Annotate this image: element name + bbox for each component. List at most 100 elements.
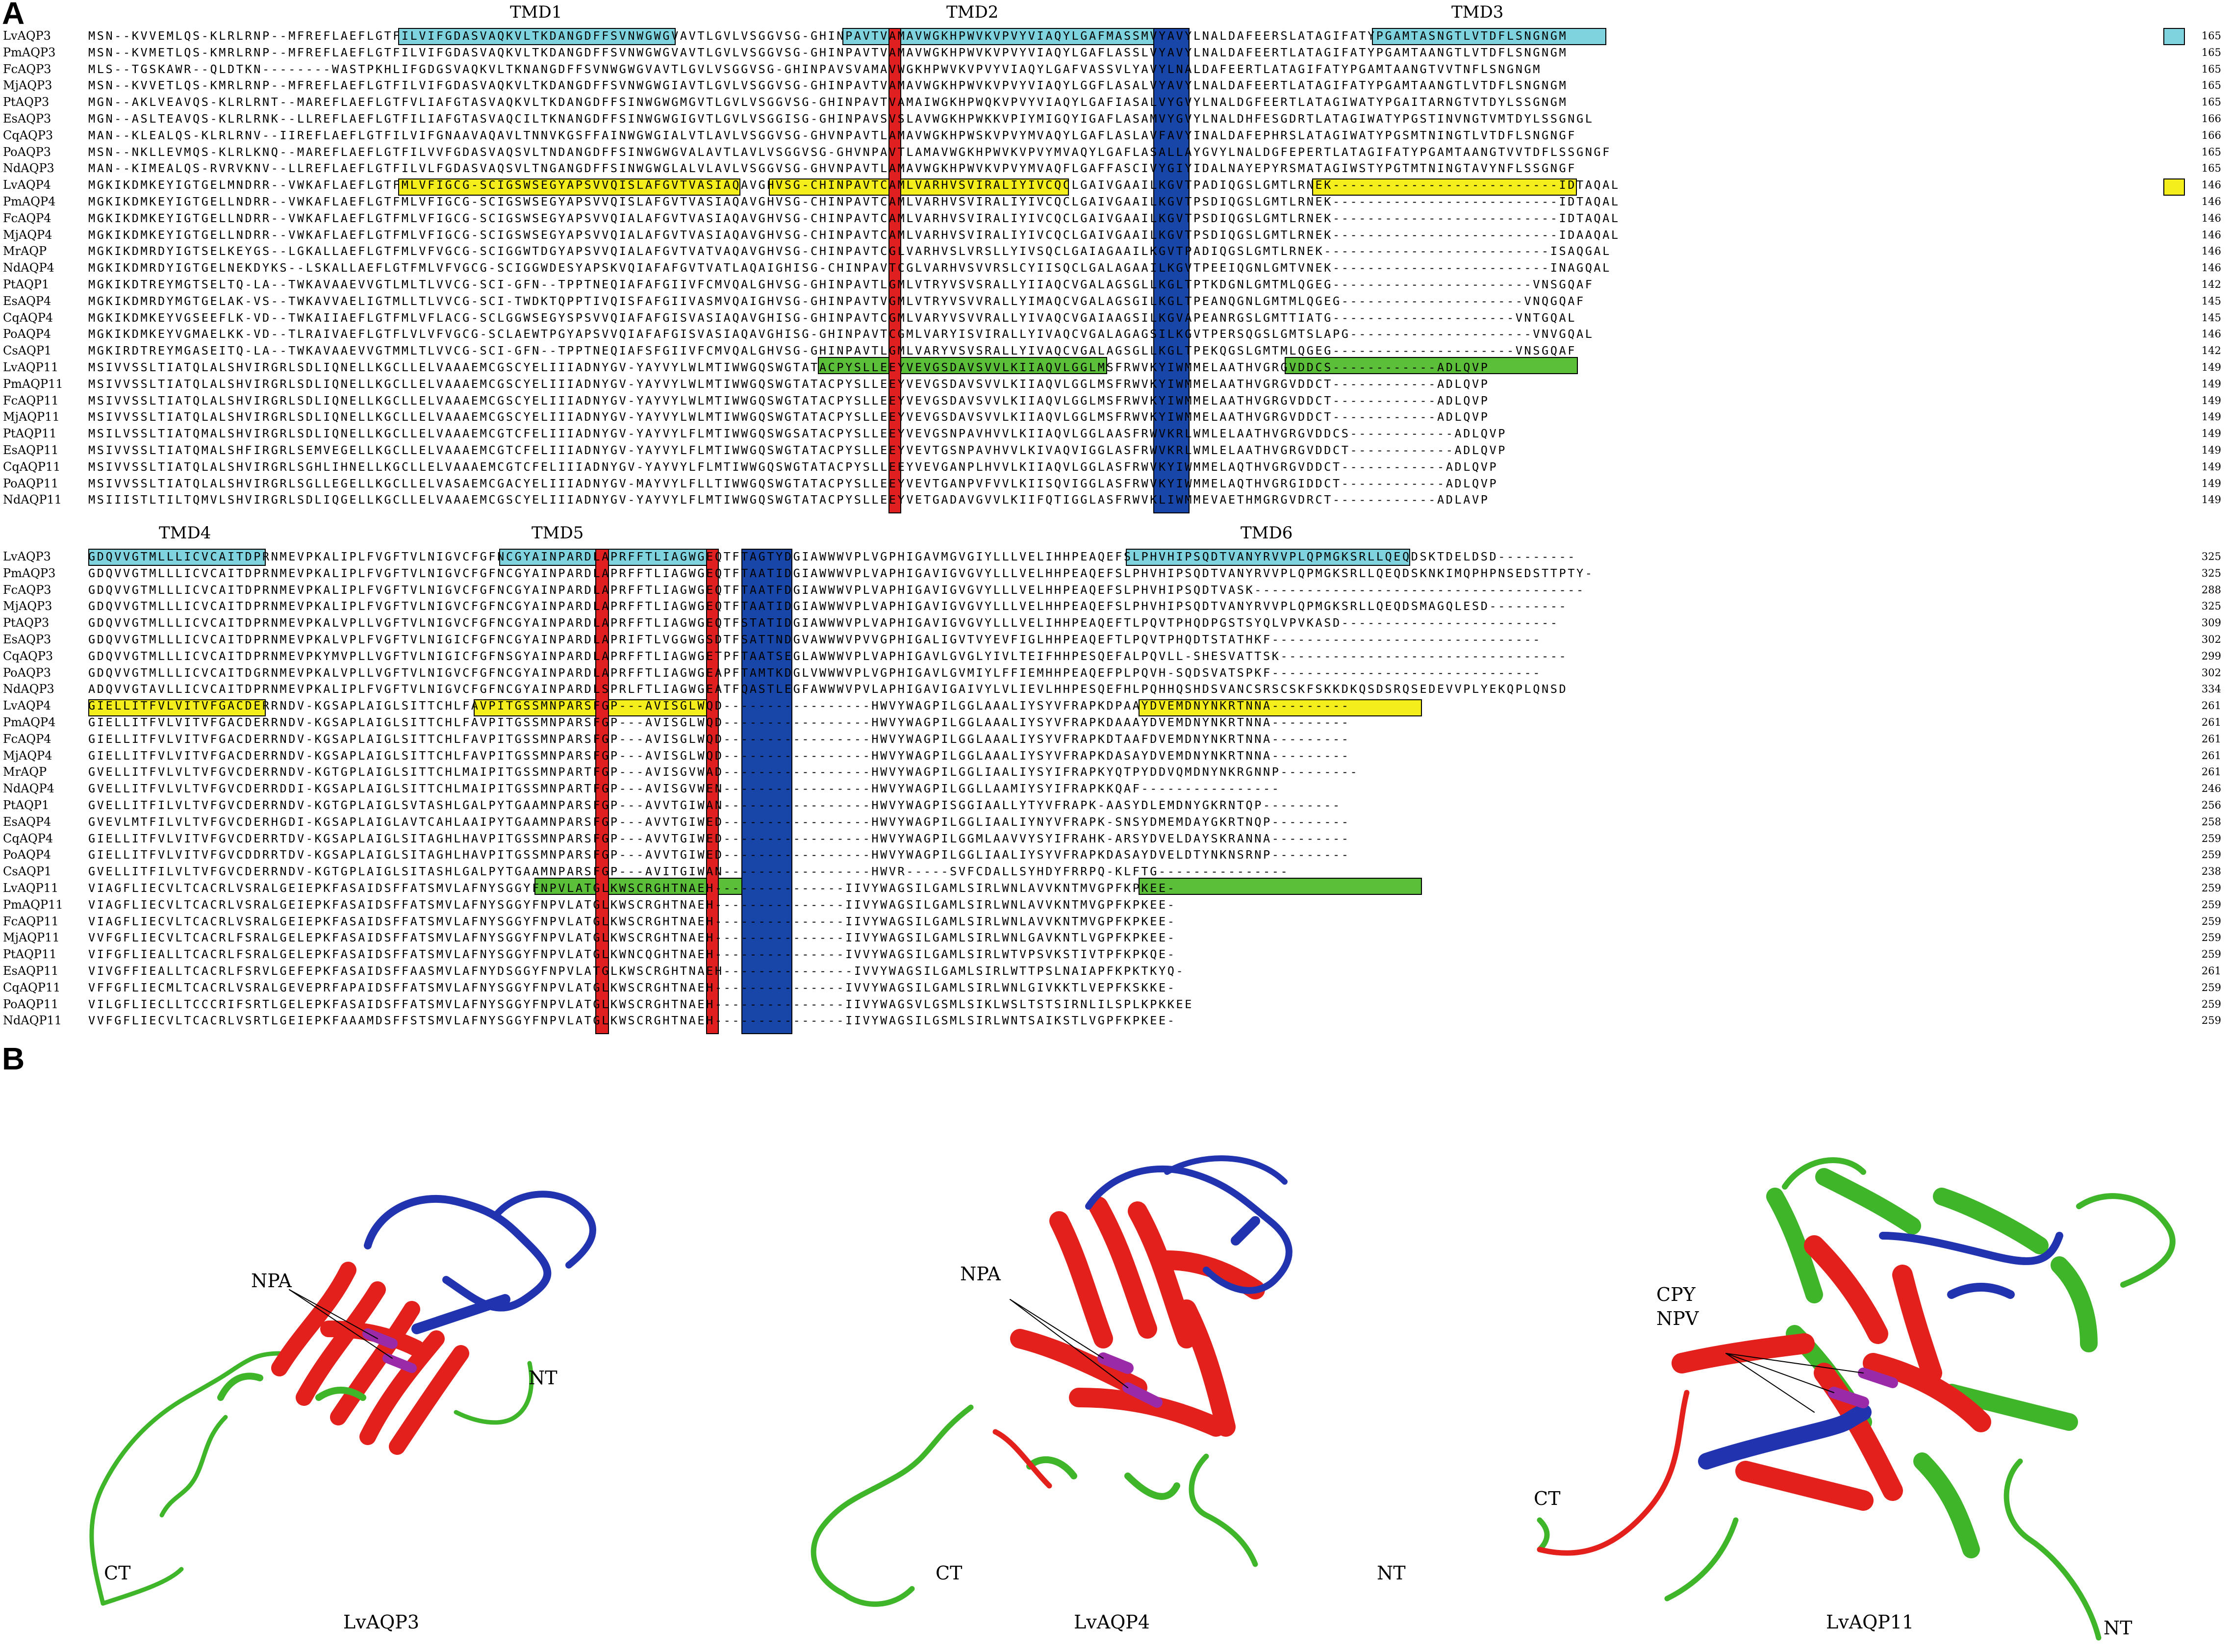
sequence-residues: MSIIISTLTILTQMVLSHVIRGRLSDLIQGELLKGCLLEL… bbox=[88, 493, 1490, 507]
sequence-residues: GDQVVGTMLLLICVCAITDPRNMEVPKYMVPLLVGFTVLN… bbox=[88, 649, 1568, 663]
sequence-name: PtAQP1 bbox=[3, 798, 50, 812]
sequence-position: 145 bbox=[2201, 295, 2221, 307]
sequence-name: EsAQP11 bbox=[3, 964, 59, 978]
sequence-position: 165 bbox=[2201, 96, 2221, 108]
alignment-block-1: TMD1 TMD2 TMD3 LvAQP3 MSN--KVVEMLQS-KLRLR… bbox=[0, 0, 2231, 520]
alignment-row: FcAQP11 VIAGFLIECVLTCACRLVSRALGEIEPKFASAI… bbox=[0, 914, 2231, 930]
alignment-row: EsAQP4 GVEVLMTFILVLTVFGVCDERHGDI-KGSAPLAI… bbox=[0, 814, 2231, 830]
sequence-residues: VIAGFLIECVLTCACRLVSRALGEIEPKFASAIDSFFATS… bbox=[88, 881, 1176, 895]
sequence-name: FcAQP3 bbox=[3, 583, 51, 597]
lvaqp11-ct-label: CT bbox=[1534, 1488, 1561, 1509]
sequence-position: 325 bbox=[2201, 567, 2221, 579]
sequence-position: 259 bbox=[2201, 832, 2221, 844]
sequence-name: LvAQP11 bbox=[3, 360, 59, 374]
sequence-position: 261 bbox=[2201, 733, 2221, 745]
sequence-residues: MGKIRDTREYMGASEITQ-LA--TWKAVAAEVVGTMMLTL… bbox=[88, 344, 1576, 358]
sequence-residues: GIELLITFVLVITVFGACDERRNDV-KGSAPLAIGLSITT… bbox=[88, 699, 1350, 713]
sequence-name: FcAQP3 bbox=[3, 62, 51, 76]
sequence-position: 166 bbox=[2201, 129, 2221, 141]
lvaqp3-caption: LvAQP3 bbox=[343, 1611, 420, 1633]
conserved-residue-column-3 bbox=[706, 549, 719, 1034]
structure-lvaqp4 bbox=[811, 1155, 1293, 1607]
alignment-row: PtAQP1 GVELLITFILVLTVFGVCDERRNDV-KGTGPLAI… bbox=[0, 797, 2231, 813]
alignment-row: MjAQP11 MSIVVSSLTIATQLALSHVIRGRLSDLIQNELL… bbox=[0, 409, 2231, 425]
sequence-position: 146 bbox=[2201, 229, 2221, 241]
sequence-name: PmAQP4 bbox=[3, 715, 56, 729]
sequence-position: 325 bbox=[2201, 551, 2221, 562]
sequence-residues: GIELLITFVLVITVFGVCDDRRTDV-KGSAPLAIGLSITA… bbox=[88, 848, 1350, 862]
sequence-position: 325 bbox=[2201, 600, 2221, 612]
sequence-position: 146 bbox=[2201, 179, 2221, 191]
sequence-position: 146 bbox=[2201, 212, 2221, 224]
sequence-residues: MSIVVSSLTIATQLALSHVIRGRLSGLLEGELLKGCLLEL… bbox=[88, 476, 1498, 490]
alignment-row: PtAQP11 VIFGFLIEALLTCACRLFSRALGELEPKFASAI… bbox=[0, 946, 2231, 963]
alignment-row: MrAQP GVELLITFVLVLTVFGVCDERRNDV-KGTGPLAIG… bbox=[0, 764, 2231, 780]
sequence-name: EsAQP3 bbox=[3, 112, 51, 126]
sequence-name: CqAQP3 bbox=[3, 128, 53, 142]
sequence-name: PoAQP11 bbox=[3, 476, 59, 490]
alignment-block-2: TMD4 TMD5 TMD6 LvAQP3 GDQVVGTMLLLICVCAITD… bbox=[0, 521, 2231, 1041]
tmd4-start-aqp4 bbox=[2163, 178, 2185, 196]
sequence-residues: MAN--KLEALQS-KLRLRNV--IIREFLAEFLGTFILVIF… bbox=[88, 128, 1576, 142]
alignment-row: PoAQP4 MGKIKDMKEYVGMAELKK-VD--TLRAIVAEFLG… bbox=[0, 326, 2231, 342]
alignment-row: PtAQP3 GDQVVGTMLLLICVCAITDPRNMEVPKALVPLLV… bbox=[0, 615, 2231, 631]
sequence-residues: MGKIKDMRDYIGTSELKEYGS--LGKALLAEFLGTFMLVF… bbox=[88, 244, 1611, 258]
alignment-row: FcAQP4 GIELLITFVLVITVFGACDERRNDV-KGSAPLAI… bbox=[0, 731, 2231, 747]
sequence-name: EsAQP3 bbox=[3, 633, 51, 646]
sequence-position: 238 bbox=[2201, 865, 2221, 878]
sequence-position: 259 bbox=[2201, 915, 2221, 927]
structure-lvaqp3 bbox=[89, 1191, 596, 1606]
sequence-residues: MGKIKDMKEYVGSEEFLK-VD--TWKAIIAEFLGTFMLVF… bbox=[88, 310, 1576, 325]
lvaqp4-caption: LvAQP4 bbox=[1074, 1611, 1150, 1633]
sequence-residues: MGKIKDMKEYIGTGELMNDRR--VWKAFLAEFLGTFMLVF… bbox=[88, 178, 1620, 192]
sequence-name: NdAQP11 bbox=[3, 493, 62, 507]
sequence-name: MjAQP11 bbox=[3, 410, 60, 424]
tmd2-label: TMD2 bbox=[946, 2, 999, 22]
sequence-position: 149 bbox=[2201, 477, 2221, 489]
alignment-row: FcAQP3 MLS--TGSKAWR--QLDTKN--------WASTPK… bbox=[0, 61, 2231, 77]
sequence-name: PtAQP11 bbox=[3, 947, 57, 962]
sequence-residues: MAN--KIMEALQS-RVRVKNV--LLREFLAEFLGTFILVL… bbox=[88, 161, 1576, 176]
lvaqp3-nt-label: NT bbox=[529, 1367, 558, 1389]
sequence-residues: GDQVVGTMLLLICVCAITDPRNMEVPKALIPLFVGFTVLN… bbox=[88, 550, 1576, 563]
sequence-position: 259 bbox=[2201, 849, 2221, 861]
sequence-position: 165 bbox=[2201, 146, 2221, 158]
tmd4-start-aqp3 bbox=[2163, 28, 2185, 45]
sequence-name: PmAQP11 bbox=[3, 897, 63, 912]
alignment-row: MjAQP4 MGKIKDMKEYIGTGELLNDRR--VWKAFLAEFLG… bbox=[0, 227, 2231, 243]
sequence-name: EsAQP11 bbox=[3, 443, 59, 457]
sequence-position: 149 bbox=[2201, 394, 2221, 407]
alignment-row: EsAQP3 MGN--ASLTEAVQS-KLRLRNK--LLREFLAEFL… bbox=[0, 111, 2231, 127]
sequence-residues: MGKIKDMKEYIGTGELLNDRR--VWKAFLAEFLGTFMLVF… bbox=[88, 195, 1620, 208]
alignment-row: PtAQP11 MSILVSSLTIATQMALSHVIRGRLSDLIQNELL… bbox=[0, 426, 2231, 442]
sequence-name: PtAQP11 bbox=[3, 427, 57, 441]
sequence-residues: GVELLITFILVLTVFGVCDERRNDV-KGTGPLAIGLSVTA… bbox=[88, 798, 1342, 812]
alignment-row: NdAQP4 GVELLITFVLVLTVFGVCDERRDDI-KGSAPLAI… bbox=[0, 781, 2231, 797]
alignment-row: LvAQP4 MGKIKDMKEYIGTGELMNDRR--VWKAFLAEFLG… bbox=[0, 177, 2231, 193]
sequence-residues: MGN--AKLVEAVQS-KLRLRNT--MAREFLAEFLGTFVLI… bbox=[88, 95, 1568, 109]
sequence-residues: MSIVVSSLTIATQLALSHVIRGRLSDLIQNELLKGCLLEL… bbox=[88, 360, 1490, 374]
sequence-residues: MGKIKDMKEYVGMAELKK-VD--TLRAIVAEFLGTFLVLV… bbox=[88, 327, 1594, 341]
sequence-name: FcAQP4 bbox=[3, 211, 51, 225]
sequence-position: 142 bbox=[2201, 345, 2221, 357]
sequence-name: MrAQP bbox=[3, 765, 47, 779]
sequence-name: NdAQP4 bbox=[3, 782, 54, 796]
alignment-row: PmAQP3 MSN--KVMETLQS-KMRLRNP--MFREFLAEFLG… bbox=[0, 45, 2231, 61]
sequence-residues: VVFGFLIECVLTCACRLFSRALGELEPKFASAIDSFFATS… bbox=[88, 931, 1176, 945]
sequence-position: 149 bbox=[2201, 361, 2221, 373]
tmd1-region-aqp3 bbox=[398, 28, 676, 45]
alignment-row: CqAQP11 VFFGFLIECMLTCACRLVSRALGEVEPRFAPAI… bbox=[0, 980, 2231, 996]
alignment-row: MrAQP MGKIKDMRDYIGTSELKEYGS--LGKALLAEFLGT… bbox=[0, 243, 2231, 259]
tmd3-region-aqp3 bbox=[1372, 28, 1606, 45]
sequence-residues: MSIVVSSLTIATQLALSHVIRGRLSDLIQNELLKGCLLEL… bbox=[88, 410, 1490, 424]
conserved-residue-column-2 bbox=[595, 549, 609, 1034]
lvaqp4-pointer-label: NPA bbox=[960, 1263, 1001, 1285]
sequence-position: 259 bbox=[2201, 998, 2221, 1010]
alignment-row: PoAQP11 MSIVVSSLTIATQLALSHVIRGRLSGLLEGELL… bbox=[0, 476, 2231, 492]
alignment-row: CsAQP1 GVELLITFILVLTVFGVCDERRNDV-KGTGPLAI… bbox=[0, 864, 2231, 880]
sequence-residues: MGKIKDTREYMGTSELTQ-LA--TWKAVAAEVVGTLMLTL… bbox=[88, 278, 1594, 291]
sequence-name: CqAQP4 bbox=[3, 310, 53, 325]
sequence-position: 299 bbox=[2201, 650, 2221, 662]
sequence-position: 165 bbox=[2201, 79, 2221, 92]
sequence-name: NdAQP4 bbox=[3, 261, 54, 275]
